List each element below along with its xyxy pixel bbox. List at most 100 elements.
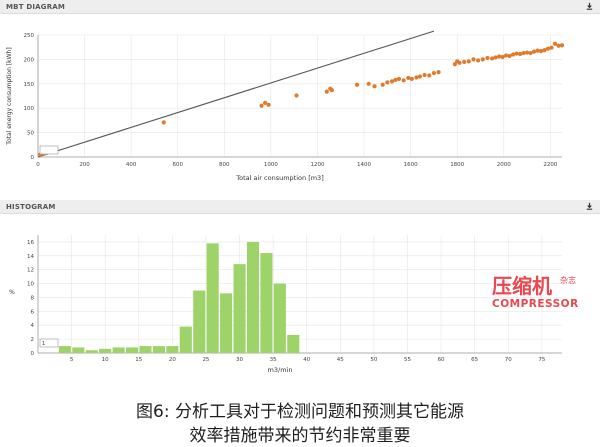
x-tick-label: 5 bbox=[70, 357, 74, 363]
scatter-point bbox=[466, 59, 471, 64]
scatter-point bbox=[427, 73, 432, 78]
scatter-point bbox=[504, 53, 509, 58]
histogram-bar bbox=[85, 350, 98, 353]
histogram-bar bbox=[139, 346, 152, 353]
y-tick-label: 8 bbox=[31, 295, 35, 301]
scatter-point bbox=[409, 76, 414, 82]
y-tick-label: 150 bbox=[24, 82, 35, 88]
scatter-point bbox=[266, 102, 271, 107]
scatter-point bbox=[493, 55, 498, 60]
y-tick-label: 12 bbox=[27, 268, 34, 274]
histogram-bar bbox=[287, 334, 300, 353]
x-tick-label: 1200 bbox=[310, 162, 324, 168]
scatter-point bbox=[380, 82, 385, 87]
histogram-bar bbox=[260, 253, 273, 353]
x-tick-label: 0 bbox=[36, 162, 40, 168]
x-tick-label: 200 bbox=[79, 162, 90, 168]
histogram-bar bbox=[99, 348, 112, 353]
histogram-bar bbox=[112, 347, 125, 353]
scatter-point bbox=[452, 62, 457, 67]
y-tick-label: 2 bbox=[31, 337, 35, 343]
scatter-point bbox=[490, 56, 495, 61]
x-tick-label: 65 bbox=[471, 357, 478, 363]
scatter-point bbox=[485, 55, 490, 61]
x-tick-label: 600 bbox=[172, 162, 183, 168]
histogram-bar bbox=[72, 347, 85, 353]
scatter-point bbox=[385, 80, 390, 85]
mbt-panel-title: MBT DIAGRAM bbox=[6, 2, 66, 11]
y-tick-label: 0 bbox=[31, 351, 35, 357]
x-tick-label: 1400 bbox=[357, 162, 371, 168]
y-tick-label: 6 bbox=[31, 309, 35, 315]
reference-line bbox=[37, 30, 435, 158]
scatter-point bbox=[552, 41, 558, 46]
y-tick-label: 0 bbox=[31, 155, 35, 161]
logo-text-side: 杂志 bbox=[560, 275, 576, 285]
scatter-point bbox=[417, 74, 423, 79]
x-tick-label: 800 bbox=[219, 162, 230, 168]
scatter-point bbox=[414, 75, 419, 80]
scatter-point bbox=[294, 93, 299, 98]
x-tick-label: 10 bbox=[102, 357, 109, 363]
y-tick-label: 250 bbox=[24, 33, 35, 39]
y-tick-label: 16 bbox=[27, 240, 34, 246]
histogram-bar bbox=[126, 347, 139, 353]
scatter-point bbox=[366, 81, 371, 86]
histogram-bar bbox=[152, 346, 165, 353]
x-tick-label: 25 bbox=[202, 357, 209, 363]
scatter-point bbox=[559, 43, 565, 48]
x-tick-label: 40 bbox=[303, 357, 310, 363]
y-axis-label: Total energy consumption [kWh] bbox=[6, 47, 13, 145]
scatter-point bbox=[406, 75, 411, 81]
scatter-point bbox=[507, 53, 512, 59]
scatter-point bbox=[538, 49, 544, 54]
x-tick-label: 45 bbox=[337, 357, 344, 363]
x-tick-label: 400 bbox=[126, 162, 137, 168]
logo-text-english: COMPRESSOR bbox=[492, 298, 579, 310]
histogram-bar bbox=[179, 326, 192, 353]
scatter-point bbox=[524, 50, 530, 55]
y-tick-label: 14 bbox=[27, 254, 34, 260]
histogram-bar bbox=[273, 283, 286, 353]
y-tick-label: 4 bbox=[31, 323, 35, 329]
x-tick-label: 60 bbox=[438, 357, 445, 363]
scatter-point bbox=[556, 43, 561, 48]
compressor-magazine-logo: 压缩机 杂志 COMPRESSOR bbox=[492, 274, 579, 310]
x-tick-label: 15 bbox=[135, 357, 142, 363]
x-tick-label: 2200 bbox=[543, 162, 557, 168]
download-icon[interactable] bbox=[585, 202, 594, 211]
x-tick-label: 20 bbox=[169, 357, 176, 363]
mbt-scatter-chart: 0 50 100 150 200 250 0 200 400 600 800 1000 1200 1400… bbox=[6, 30, 565, 182]
mbt-diagram-panel: MBT DIAGRAM 0 50 100 150 200 250 0 200 400 600 800… bbox=[0, 0, 600, 188]
scatter-point bbox=[521, 50, 526, 56]
histogram-bar-chart: 0 2 4 6 8 10 12 14 16 5 10 15 20 25 30 35 40 45 50 55 60 65 70… bbox=[9, 235, 562, 374]
scatter-point bbox=[354, 82, 360, 87]
download-icon[interactable] bbox=[585, 2, 594, 11]
mbt-panel-header: MBT DIAGRAM bbox=[0, 0, 600, 14]
legend-box bbox=[39, 338, 59, 348]
scatter-point bbox=[528, 50, 533, 56]
scatter-point bbox=[549, 45, 554, 50]
legend-box bbox=[39, 145, 59, 155]
y-tick-label: 200 bbox=[24, 57, 35, 63]
scatter-point bbox=[161, 120, 166, 125]
x-tick-label: 35 bbox=[270, 357, 277, 363]
y-axis-label: % bbox=[9, 289, 15, 296]
scatter-point bbox=[531, 49, 537, 54]
histogram-bar bbox=[206, 243, 219, 353]
scatter-point bbox=[396, 76, 402, 82]
hist-panel-header: HISTOGRAM bbox=[0, 200, 600, 214]
scatter-point bbox=[542, 48, 547, 53]
histogram-bar bbox=[220, 293, 233, 353]
scatter-point bbox=[514, 51, 519, 56]
scatter-point bbox=[545, 46, 551, 51]
x-tick-label: 2000 bbox=[497, 162, 511, 168]
x-tick-label: 30 bbox=[236, 357, 243, 363]
x-tick-label: 1000 bbox=[264, 162, 278, 168]
scatter-point bbox=[393, 77, 398, 82]
scatter-point bbox=[436, 69, 441, 75]
scatter-point bbox=[262, 100, 268, 105]
scatter-point bbox=[500, 54, 505, 60]
x-tick-label: 55 bbox=[404, 357, 411, 363]
scatter-point bbox=[471, 57, 476, 62]
